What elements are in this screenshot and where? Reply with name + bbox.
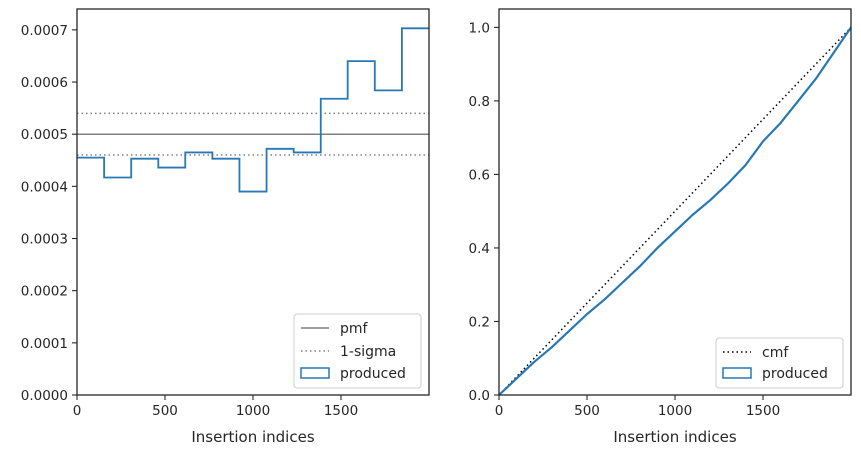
left-y-tick-label-2: 0.0002 (21, 284, 68, 300)
right-plot-marks (498, 26, 852, 396)
right-y-tick-label-4: 0.8 (469, 94, 490, 110)
right-y-axis-ticks: 0.0 0.2 0.4 0.6 0.8 1.0 (469, 20, 499, 404)
right-legend-produced-swatch (722, 367, 752, 379)
left-legend-1-sigma-label: 1-sigma (340, 344, 396, 360)
left-plot-marks (77, 27, 429, 193)
left-y-tick-label-6: 0.0006 (21, 75, 68, 91)
right-x-tick-label-3: 1500 (746, 403, 780, 419)
left-y-tick-label-5: 0.0005 (21, 127, 68, 143)
left-y-axis-ticks: 0.0000 0.0001 0.0002 0.0003 0.0004 0.0005 0.00… (21, 23, 77, 404)
left-y-tick-label-7: 0.0007 (21, 23, 68, 39)
left-y-tick-label-3: 0.0003 (21, 232, 68, 248)
right-legend-produced-label: produced (762, 366, 828, 382)
left-y-tick-label-4: 0.0004 (21, 179, 68, 195)
left-x-tick-label-0: 0 (73, 403, 82, 419)
right-y-tick-label-0: 0.0 (469, 388, 490, 404)
right-x-tick-label-0: 0 (495, 403, 504, 419)
left-x-axis-ticks: 0 500 1000 1500 (73, 395, 358, 419)
right-y-tick-label-1: 0.2 (469, 314, 490, 330)
left-legend-produced-label: produced (340, 366, 406, 382)
left-x-tick-label-3: 1500 (324, 403, 358, 419)
right-legend-box (715, 337, 844, 389)
right-x-tick-label-1: 500 (574, 403, 600, 419)
right-legend: cmf produced (715, 337, 844, 389)
right-x-tick-label-2: 1000 (658, 403, 692, 419)
left-x-tick-label-1: 500 (152, 403, 178, 419)
left-y-tick-label-0: 0.0000 (21, 388, 68, 404)
right-produced-line (498, 26, 852, 396)
left-legend-pmf-label: pmf (340, 321, 369, 337)
right-x-axis-ticks: 0 500 1000 1500 (495, 395, 780, 419)
left-legend-box (293, 313, 422, 389)
left-produced-histogram (77, 27, 429, 193)
right-y-tick-label-5: 1.0 (469, 20, 490, 36)
left-y-tick-label-1: 0.0001 (21, 336, 68, 352)
left-x-axis-label: Insertion indices (191, 428, 314, 446)
left-x-tick-label-2: 1000 (236, 403, 270, 419)
right-y-tick-label-2: 0.4 (469, 241, 490, 257)
right-x-axis-label: Insertion indices (613, 428, 736, 446)
left-legend: pmf 1-sigma produced (293, 313, 422, 389)
left-chart: 0 500 1000 1500 0.00000.00010.00020.00030.0… (21, 8, 430, 446)
right-chart: 0 500 1000 1500 0.0 0.2 0.4 0.6 0.8 1.0 Insertio… (469, 8, 852, 446)
right-legend-cmf-label: cmf (762, 345, 789, 361)
right-cmf-line (498, 26, 852, 396)
left-legend-produced-swatch (300, 367, 330, 379)
right-y-tick-label-3: 0.6 (469, 167, 490, 183)
